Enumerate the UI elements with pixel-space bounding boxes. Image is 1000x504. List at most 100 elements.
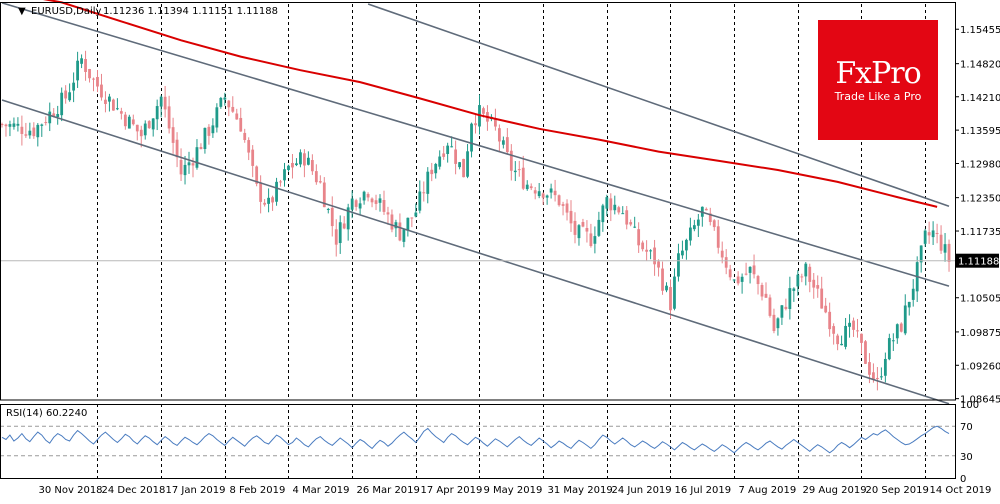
- candle-bear: [171, 127, 175, 143]
- candle-bear: [517, 169, 521, 171]
- candle-bull: [887, 338, 891, 360]
- candle-bull: [537, 191, 541, 197]
- candle-bear: [509, 150, 513, 171]
- candle-bear: [422, 192, 426, 194]
- candle-bear: [291, 162, 294, 168]
- x-tick-label: 24 Dec 2018: [102, 485, 166, 496]
- candle-bear: [279, 181, 282, 183]
- candle-bear: [784, 306, 788, 309]
- candle-bull: [895, 324, 899, 339]
- candle-bull: [780, 305, 784, 318]
- rsi-line: [1, 425, 950, 454]
- candle-bear: [271, 197, 274, 203]
- candle-bull: [549, 188, 553, 193]
- candle-bull: [848, 322, 851, 327]
- candle-bear: [24, 134, 28, 136]
- candle-bull: [350, 198, 354, 210]
- candle-bull: [203, 127, 207, 150]
- candle-bull: [151, 118, 155, 130]
- x-tick-label: 20 Sep 2019: [866, 485, 929, 496]
- candle-bull: [283, 169, 286, 181]
- candle-bear: [131, 119, 135, 125]
- candle-bull: [597, 219, 601, 236]
- candle-bear: [812, 279, 816, 288]
- candle-bear: [390, 214, 394, 230]
- candle-bull: [593, 236, 597, 244]
- overlay-lines: [0, 0, 955, 405]
- channel-line: [1, 99, 950, 405]
- candle-bear: [494, 118, 497, 127]
- candle-bear: [179, 159, 183, 175]
- candle-bull: [911, 288, 915, 300]
- candle-bear: [557, 195, 561, 206]
- x-tick-label: 29 Aug 2019: [803, 485, 867, 496]
- candle-bull: [394, 222, 398, 229]
- y-tick-label: 1.12350: [960, 194, 1000, 205]
- candle-bear: [227, 100, 231, 108]
- candle-bear: [334, 229, 338, 245]
- candle-bear: [84, 58, 87, 72]
- candle-bear: [852, 320, 855, 330]
- candle-bull: [796, 274, 800, 287]
- candle-bull: [306, 157, 310, 165]
- candle-bear: [808, 266, 812, 282]
- candle-bull: [931, 230, 935, 238]
- candle-bear: [581, 222, 585, 227]
- candle-bear: [533, 190, 537, 194]
- x-tick-label: 16 Jul 2019: [675, 485, 732, 496]
- candle-bear: [625, 210, 629, 225]
- candle-bear: [135, 124, 139, 132]
- candle-bear: [104, 99, 107, 105]
- candle-bear: [259, 182, 263, 202]
- candle-bear: [474, 123, 477, 126]
- candle-bull: [80, 58, 83, 64]
- candle-bear: [927, 232, 931, 236]
- candle-bear: [872, 372, 875, 380]
- candle-bear: [641, 242, 645, 250]
- candle-bear: [569, 210, 573, 224]
- candle-bull: [16, 123, 20, 126]
- candle-bull: [183, 164, 187, 176]
- candle-bull: [434, 163, 438, 174]
- axes-layer: 1.11188 1.15455 1.14820 1.14210 1.13595 1.129…: [0, 2, 1000, 485]
- candle-bear: [708, 213, 712, 222]
- candle-bull: [525, 184, 529, 190]
- candle-bull: [143, 123, 147, 136]
- candle-bull: [677, 253, 680, 277]
- y-tick-label: 1.09875: [960, 328, 1000, 339]
- candle-bull: [8, 124, 12, 127]
- candle-bull: [346, 207, 350, 230]
- candle-bear: [744, 273, 748, 275]
- candle-bear: [88, 69, 91, 79]
- y-tick-label: 1.13595: [960, 126, 1000, 137]
- candle-bear: [565, 203, 569, 213]
- candle-bull: [211, 125, 215, 134]
- y-tick-label: 1.14820: [960, 60, 1000, 71]
- candle-bull: [115, 108, 119, 110]
- candle-bull: [338, 222, 342, 244]
- y-tick-label: 1.11735: [960, 227, 1000, 238]
- candle-bear: [100, 84, 103, 98]
- candle-bear: [123, 114, 127, 127]
- candle-bull: [577, 225, 581, 239]
- candle-bear: [163, 96, 167, 110]
- candle-bull: [187, 162, 191, 166]
- candle-bull: [732, 279, 736, 281]
- candle-bear: [322, 182, 326, 208]
- candle-bull: [362, 191, 366, 201]
- candle-bear: [868, 362, 871, 375]
- candle-bear: [832, 326, 836, 334]
- candle-bull: [267, 197, 270, 204]
- candle-bull: [633, 226, 637, 228]
- candle-bear: [772, 314, 776, 332]
- x-tick-label: 9 May 2019: [484, 485, 543, 496]
- candle-bull: [692, 225, 696, 230]
- candle-bull: [601, 205, 605, 223]
- candle-bull: [295, 163, 298, 166]
- x-tick-label: 14 Oct 2019: [930, 485, 992, 496]
- candle-bear: [398, 222, 402, 241]
- channel-line: [367, 3, 950, 208]
- candle-bear: [505, 137, 509, 153]
- candle-bull: [792, 288, 796, 291]
